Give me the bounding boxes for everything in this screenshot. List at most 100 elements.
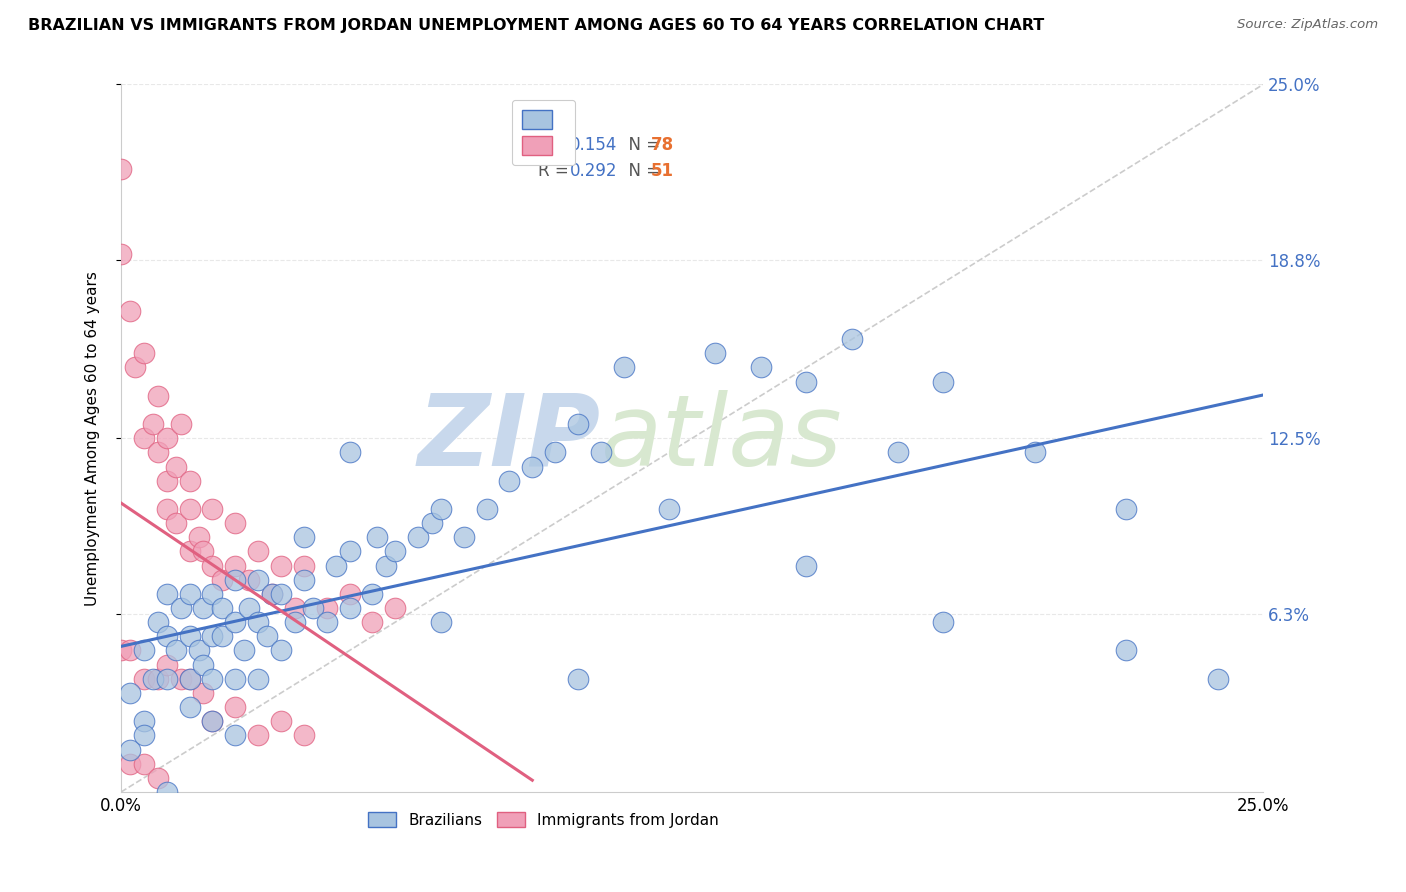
- Point: [284, 601, 307, 615]
- Point: [110, 247, 132, 261]
- Point: [156, 629, 179, 643]
- Point: [224, 558, 246, 573]
- Point: [156, 785, 179, 799]
- Point: [749, 360, 772, 375]
- Point: [315, 615, 337, 629]
- Point: [498, 474, 520, 488]
- Text: BRAZILIAN VS IMMIGRANTS FROM JORDAN UNEMPLOYMENT AMONG AGES 60 TO 64 YEARS CORRE: BRAZILIAN VS IMMIGRANTS FROM JORDAN UNEM…: [28, 18, 1045, 33]
- Point: [453, 530, 475, 544]
- Point: [1024, 445, 1046, 459]
- Point: [224, 573, 246, 587]
- Point: [224, 516, 246, 530]
- Point: [475, 502, 498, 516]
- Point: [292, 530, 315, 544]
- Point: [339, 544, 361, 558]
- Point: [201, 714, 224, 729]
- Point: [169, 601, 191, 615]
- Point: [247, 672, 270, 686]
- Text: 0.292: 0.292: [569, 161, 617, 180]
- Point: [1115, 502, 1137, 516]
- Point: [339, 601, 361, 615]
- Point: [179, 544, 201, 558]
- Text: atlas: atlas: [600, 390, 842, 487]
- Text: N =: N =: [619, 161, 665, 180]
- Point: [120, 643, 142, 657]
- Point: [110, 643, 132, 657]
- Point: [201, 672, 224, 686]
- Text: 78: 78: [651, 136, 675, 153]
- Text: R =: R =: [538, 136, 574, 153]
- Point: [270, 714, 292, 729]
- Point: [146, 445, 169, 459]
- Text: ZIP: ZIP: [418, 390, 600, 487]
- Point: [179, 474, 201, 488]
- Point: [1206, 672, 1229, 686]
- Point: [110, 162, 132, 177]
- Point: [142, 672, 165, 686]
- Point: [238, 601, 260, 615]
- Text: 51: 51: [651, 161, 673, 180]
- Point: [224, 700, 246, 714]
- Point: [132, 672, 155, 686]
- Point: [156, 672, 179, 686]
- Point: [339, 587, 361, 601]
- Point: [384, 544, 406, 558]
- Point: [124, 360, 146, 375]
- Point: [796, 375, 818, 389]
- Point: [233, 643, 256, 657]
- Point: [201, 558, 224, 573]
- Point: [132, 643, 155, 657]
- Legend: Brazilians, Immigrants from Jordan: Brazilians, Immigrants from Jordan: [363, 805, 725, 834]
- Text: R =: R =: [538, 161, 574, 180]
- Point: [292, 573, 315, 587]
- Point: [284, 615, 307, 629]
- Point: [430, 502, 453, 516]
- Point: [270, 643, 292, 657]
- Text: N =: N =: [619, 136, 665, 153]
- Point: [179, 672, 201, 686]
- Point: [179, 629, 201, 643]
- Point: [704, 346, 727, 360]
- Point: [430, 615, 453, 629]
- Point: [211, 573, 233, 587]
- Point: [201, 629, 224, 643]
- Point: [132, 714, 155, 729]
- Point: [361, 587, 384, 601]
- Point: [270, 587, 292, 601]
- Point: [120, 686, 142, 700]
- Point: [270, 558, 292, 573]
- Point: [165, 459, 187, 474]
- Point: [120, 303, 142, 318]
- Point: [658, 502, 681, 516]
- Point: [156, 657, 179, 672]
- Point: [211, 629, 233, 643]
- Point: [132, 346, 155, 360]
- Point: [211, 601, 233, 615]
- Point: [165, 516, 187, 530]
- Point: [132, 756, 155, 771]
- Point: [247, 615, 270, 629]
- Point: [302, 601, 325, 615]
- Point: [567, 672, 589, 686]
- Point: [224, 728, 246, 742]
- Point: [169, 417, 191, 431]
- Point: [179, 700, 201, 714]
- Point: [420, 516, 443, 530]
- Point: [193, 601, 215, 615]
- Point: [146, 615, 169, 629]
- Point: [260, 587, 283, 601]
- Point: [567, 417, 589, 431]
- Point: [156, 502, 179, 516]
- Point: [325, 558, 347, 573]
- Point: [932, 375, 955, 389]
- Point: [201, 714, 224, 729]
- Point: [193, 686, 215, 700]
- Point: [224, 615, 246, 629]
- Point: [146, 672, 169, 686]
- Point: [179, 502, 201, 516]
- Point: [146, 389, 169, 403]
- Point: [384, 601, 406, 615]
- Point: [256, 629, 278, 643]
- Point: [406, 530, 429, 544]
- Point: [589, 445, 612, 459]
